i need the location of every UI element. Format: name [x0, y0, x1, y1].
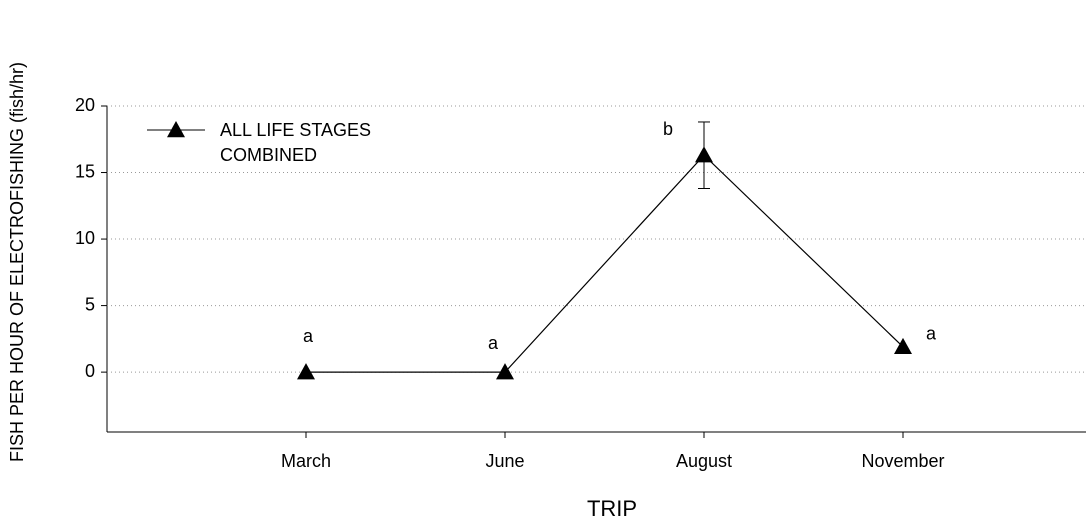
legend-marker [167, 121, 185, 138]
annotation: a [488, 333, 499, 353]
x-tick-label: March [281, 451, 331, 471]
legend-label: ALL LIFE STAGES COMBINED [220, 120, 372, 165]
marker [297, 363, 315, 380]
y-tick-label: 0 [85, 361, 95, 381]
marker [894, 337, 912, 355]
y-tick-label: 20 [75, 95, 95, 115]
marker [695, 146, 713, 163]
series-line [306, 154, 904, 373]
y-axis-label: FISH PER HOUR OF ELECTROFISHING (fish/hr… [7, 62, 27, 462]
annotation: b [663, 119, 673, 139]
x-tick-label: November [861, 451, 944, 471]
y-tick-label: 5 [85, 294, 95, 314]
annotation: a [926, 324, 937, 344]
x-tick-label: August [676, 451, 732, 471]
y-tick-label: 15 [75, 161, 95, 181]
marker [496, 363, 514, 380]
y-tick-label: 10 [75, 228, 95, 248]
annotation: a [303, 326, 314, 346]
x-axis-label: TRIP [587, 496, 637, 521]
x-tick-label: June [485, 451, 524, 471]
